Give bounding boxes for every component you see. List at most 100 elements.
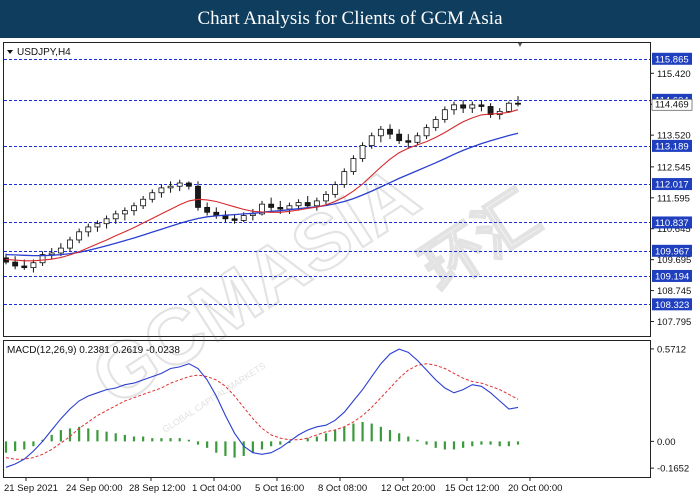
candle bbox=[167, 181, 174, 193]
symbol-dropdown-icon[interactable] bbox=[7, 50, 13, 54]
candle-body bbox=[176, 182, 183, 187]
candle-body bbox=[377, 128, 384, 137]
candle bbox=[268, 197, 275, 211]
period-marker-icon bbox=[518, 43, 522, 47]
candle-body bbox=[295, 202, 302, 207]
candle bbox=[158, 184, 165, 198]
candle-body bbox=[396, 133, 403, 142]
candle-body bbox=[249, 213, 256, 216]
candle-body bbox=[149, 192, 156, 200]
candle-body bbox=[359, 145, 366, 159]
candle-body bbox=[478, 104, 485, 107]
candle-body bbox=[469, 104, 476, 109]
time-tick-label: 5 Oct 16:00 bbox=[255, 483, 304, 494]
candle-body bbox=[185, 182, 192, 187]
candle bbox=[451, 101, 457, 115]
time-tick-label: 20 Oct 00:00 bbox=[508, 483, 562, 494]
candle-body bbox=[112, 213, 119, 220]
candle bbox=[76, 228, 83, 244]
candle-body bbox=[231, 218, 238, 221]
candle-body bbox=[94, 223, 101, 228]
candle-body bbox=[213, 211, 220, 216]
candle bbox=[185, 181, 192, 190]
chart-area: GCMASIA 环汇 GLOBAL CAPITAL MARKETS 115.42… bbox=[0, 38, 700, 500]
candle bbox=[67, 236, 73, 252]
candle-body bbox=[57, 247, 64, 254]
macd-tick-label: -0.1652 bbox=[657, 464, 689, 475]
candle-body bbox=[441, 109, 448, 120]
macd-tick-label: 0.00 bbox=[657, 437, 676, 448]
candle bbox=[487, 103, 494, 118]
sr-price-tag bbox=[652, 52, 692, 65]
candle bbox=[332, 181, 339, 198]
sr-price-tag bbox=[652, 298, 692, 311]
candle bbox=[30, 259, 37, 273]
price-tick-label: 108.745 bbox=[657, 286, 691, 297]
candle-body bbox=[204, 207, 211, 213]
candle-body bbox=[277, 207, 284, 210]
macd-tick-label: 0.5712 bbox=[657, 344, 686, 355]
candle-body bbox=[158, 187, 165, 194]
candle bbox=[121, 207, 128, 221]
candle bbox=[259, 200, 265, 216]
time-tick-label: 8 Oct 08:00 bbox=[318, 483, 367, 494]
candle-body bbox=[487, 106, 494, 116]
candle-body bbox=[368, 135, 375, 146]
time-tick-label: 21 Sep 2021 bbox=[4, 483, 58, 494]
candle bbox=[359, 142, 366, 162]
macd-label: MACD(12,26,9) 0.2381 0.2619 -0.0238 bbox=[7, 345, 180, 356]
candle-body bbox=[48, 252, 55, 256]
candle-body bbox=[350, 158, 357, 172]
candle bbox=[368, 132, 375, 149]
candle bbox=[414, 132, 421, 146]
candle-body bbox=[304, 202, 311, 207]
time-tick-label: 12 Oct 20:00 bbox=[381, 483, 435, 494]
ma-fast-line bbox=[5, 109, 519, 262]
candle bbox=[441, 106, 448, 123]
candle bbox=[149, 189, 156, 203]
candle-body bbox=[167, 185, 174, 189]
candle-body bbox=[140, 198, 147, 207]
candle-body bbox=[460, 104, 467, 109]
candle bbox=[515, 96, 521, 107]
macd-line bbox=[5, 348, 519, 468]
candle-body bbox=[240, 215, 247, 221]
candle-body bbox=[76, 231, 83, 241]
candle bbox=[131, 202, 137, 216]
candle bbox=[478, 99, 485, 112]
candle bbox=[195, 181, 201, 211]
sr-price-tag bbox=[652, 178, 692, 191]
candle bbox=[85, 223, 92, 237]
candle-body bbox=[222, 215, 229, 220]
candle-body bbox=[268, 203, 275, 208]
macd-panel-frame bbox=[3, 340, 651, 478]
price-tick-label: 113.520 bbox=[657, 131, 691, 142]
sr-price-tag-label: 109.967 bbox=[655, 246, 689, 257]
candle bbox=[405, 134, 412, 149]
candle bbox=[48, 248, 55, 260]
candle-body bbox=[332, 184, 339, 195]
price-tick-label: 112.545 bbox=[657, 162, 691, 173]
candle-body bbox=[451, 104, 457, 111]
symbol-label: USDJPY,H4 bbox=[17, 47, 71, 58]
candle-body bbox=[103, 218, 110, 225]
candle bbox=[377, 126, 384, 143]
candle-body bbox=[387, 128, 393, 135]
candle-body bbox=[313, 200, 320, 207]
macd-signal-line bbox=[5, 363, 519, 460]
candle-body bbox=[341, 171, 348, 186]
price-tick-label: 107.795 bbox=[657, 317, 691, 328]
candle-body bbox=[121, 210, 128, 215]
candle bbox=[204, 202, 211, 216]
price-tick-label: 109.695 bbox=[657, 255, 691, 266]
candle bbox=[396, 129, 403, 144]
candle-body bbox=[21, 265, 28, 269]
sr-price-tag-label: 110.837 bbox=[655, 218, 689, 229]
price-tick-label: 111.595 bbox=[657, 193, 690, 204]
candle-body bbox=[286, 205, 293, 210]
candle-body bbox=[12, 261, 19, 267]
sr-price-tag bbox=[652, 139, 692, 152]
candle bbox=[313, 197, 320, 211]
banner-title: Chart Analysis for Clients of GCM Asia bbox=[0, 0, 700, 38]
sr-price-tag-label: 108.323 bbox=[655, 300, 689, 311]
